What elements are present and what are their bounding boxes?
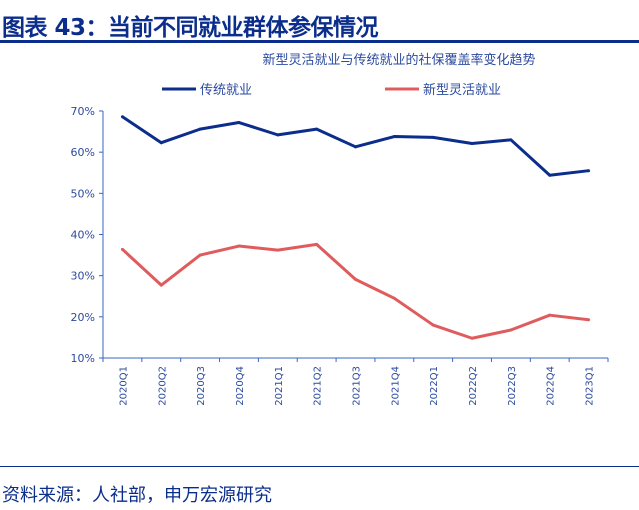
data-point-1 (587, 318, 591, 322)
title-divider (0, 40, 639, 43)
data-point-0 (237, 121, 241, 125)
x-tick-label: 2021Q1 (274, 366, 285, 406)
y-tick-label: 10% (71, 352, 95, 365)
data-point-1 (237, 244, 241, 248)
data-point-1 (159, 283, 163, 287)
y-tick-label: 20% (71, 311, 95, 324)
data-point-1 (276, 248, 280, 252)
legend-label-0: 传统就业 (200, 83, 252, 98)
y-tick-label: 40% (71, 229, 95, 242)
data-point-1 (120, 247, 124, 251)
data-point-1 (198, 253, 202, 257)
x-tick-label: 2022Q3 (507, 366, 518, 406)
x-tick-label: 2022Q4 (546, 366, 557, 406)
data-point-0 (120, 115, 124, 119)
x-tick-label: 2020Q4 (235, 366, 246, 406)
data-point-1 (509, 328, 513, 332)
data-point-0 (431, 135, 435, 139)
series-line-1 (121, 242, 589, 340)
data-point-0 (587, 169, 591, 173)
data-point-1 (548, 313, 552, 317)
data-point-1 (470, 336, 474, 340)
footer-divider (0, 466, 639, 467)
x-tick-label: 2022Q1 (429, 366, 440, 406)
data-point-1 (315, 242, 319, 246)
x-tick-label: 2021Q4 (390, 366, 401, 406)
figure-title: 图表 43：当前不同就业群体参保情况 (2, 15, 379, 41)
data-point-1 (392, 296, 396, 300)
data-point-0 (509, 138, 513, 142)
x-tick-label: 2023Q1 (585, 366, 596, 406)
source-note: 资料来源：人社部，申万宏源研究 (2, 485, 272, 506)
y-tick-label: 60% (71, 146, 95, 159)
y-tick-label: 50% (71, 187, 95, 200)
data-point-0 (276, 133, 280, 137)
chart-title: 新型灵活就业与传统就业的社保覆盖率变化趋势 (262, 52, 535, 68)
x-tick-label: 2020Q3 (196, 366, 207, 406)
data-point-1 (431, 323, 435, 327)
x-tick-label: 2022Q2 (468, 366, 479, 406)
data-point-0 (548, 173, 552, 177)
data-point-1 (354, 277, 357, 281)
x-tick-label: 2020Q1 (118, 366, 129, 406)
x-tick-label: 2021Q3 (352, 366, 363, 406)
x-tick-label: 2020Q2 (157, 366, 168, 406)
data-point-0 (315, 127, 319, 131)
data-point-0 (470, 142, 474, 146)
data-point-0 (198, 127, 202, 131)
y-tick-label: 70% (71, 105, 95, 118)
data-point-0 (159, 141, 163, 145)
legend-label-1: 新型灵活就业 (423, 82, 501, 98)
x-tick-label: 2021Q2 (313, 366, 324, 406)
data-point-0 (354, 145, 357, 149)
y-tick-label: 30% (71, 270, 95, 283)
data-point-0 (392, 135, 396, 139)
